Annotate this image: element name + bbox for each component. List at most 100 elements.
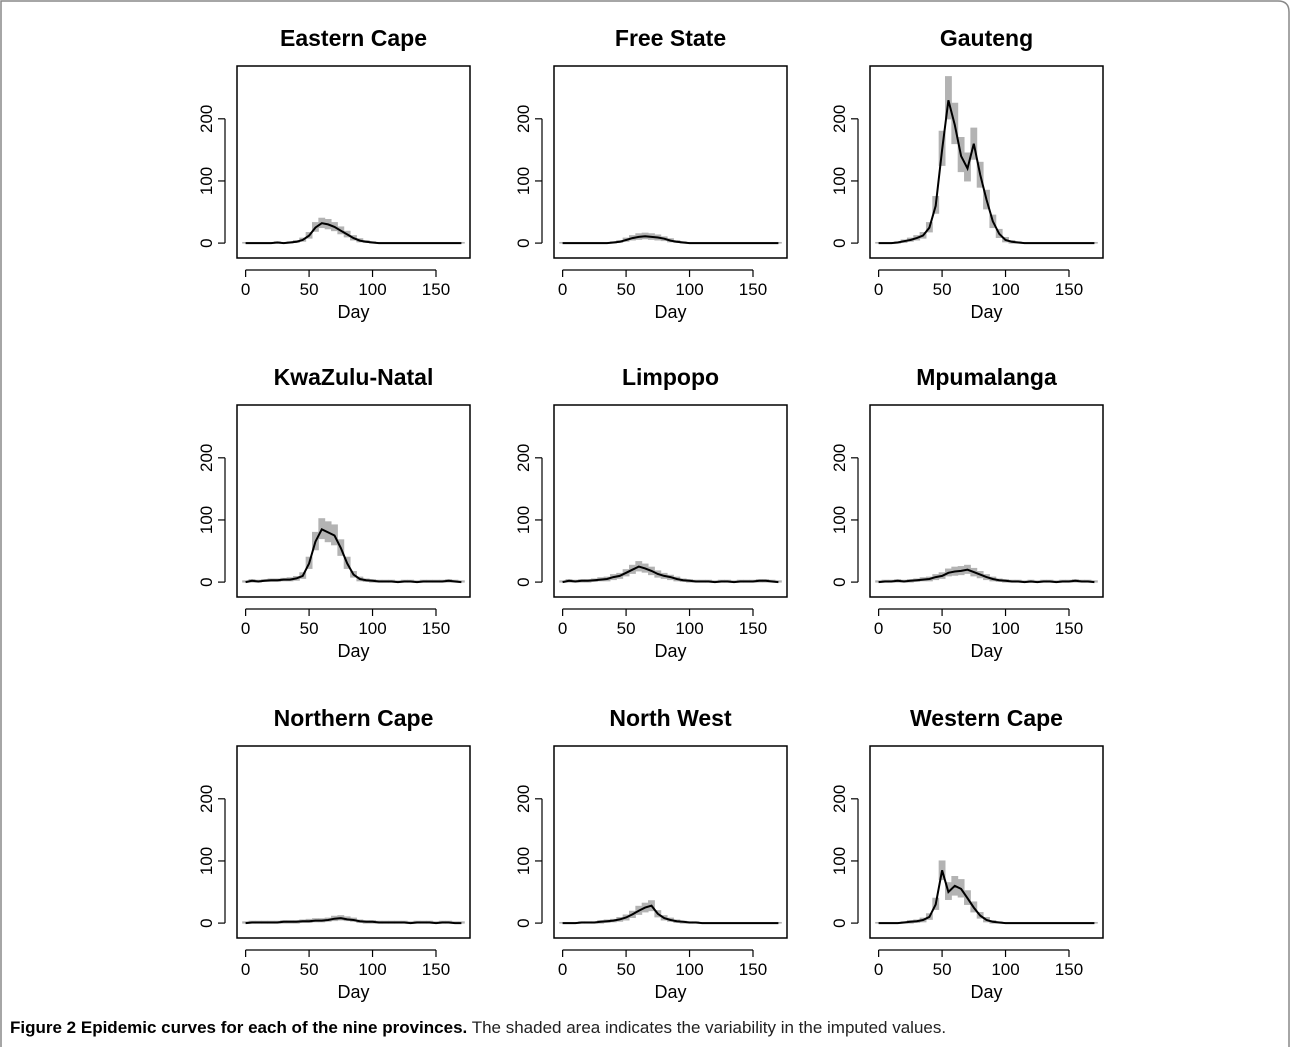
y-tick-label: 100 xyxy=(514,506,533,534)
x-tick-label: 150 xyxy=(1055,619,1083,638)
x-tick-label: 50 xyxy=(617,280,636,299)
panel: KwaZulu-Natal Day 0 50 100 150 0 100 200 xyxy=(197,364,471,661)
x-tick-label: 100 xyxy=(675,960,703,979)
x-tick-label: 50 xyxy=(300,280,319,299)
x-tick-label: 50 xyxy=(933,960,952,979)
panel: Gauteng Day 0 50 100 150 0 100 200 xyxy=(830,25,1104,322)
x-axis-label: Day xyxy=(970,982,1002,1002)
x-tick-label: 150 xyxy=(422,960,450,979)
x-tick-label: 50 xyxy=(300,960,319,979)
plot-area xyxy=(559,561,782,584)
epidemic-curve xyxy=(562,235,779,245)
epidemic-curve xyxy=(878,870,1095,925)
x-axis-label: Day xyxy=(970,641,1002,661)
y-tick-label: 200 xyxy=(830,785,849,813)
caption-label: Figure 2 xyxy=(10,1018,77,1037)
plot-frame xyxy=(869,745,1104,939)
y-tick-label: 200 xyxy=(197,444,216,472)
panel: Eastern Cape Day 0 50 100 150 0 100 200 xyxy=(197,25,471,322)
x-tick-label: 100 xyxy=(358,619,386,638)
x-tick-label: 100 xyxy=(675,280,703,299)
x-tick-label: 100 xyxy=(991,619,1019,638)
caption-title: Epidemic curves for each of the nine pro… xyxy=(80,1018,468,1037)
x-axis-label: Day xyxy=(337,302,369,322)
y-tick-label: 200 xyxy=(514,785,533,813)
panel-title: Northern Cape xyxy=(274,705,434,731)
y-tick-label: 200 xyxy=(197,785,216,813)
y-tick-label: 0 xyxy=(197,238,216,247)
x-tick-label: 100 xyxy=(675,619,703,638)
x-tick-label: 100 xyxy=(991,280,1019,299)
x-axis-label: Day xyxy=(654,641,686,661)
x-tick-label: 0 xyxy=(241,619,250,638)
y-tick-label: 100 xyxy=(514,847,533,875)
epidemic-curve xyxy=(245,917,462,925)
x-tick-label: 150 xyxy=(422,280,450,299)
plot-area xyxy=(242,915,465,925)
y-tick-label: 100 xyxy=(514,167,533,195)
x-tick-label: 150 xyxy=(739,280,767,299)
panel-title: KwaZulu-Natal xyxy=(274,364,434,390)
x-tick-label: 0 xyxy=(874,960,883,979)
plot-area xyxy=(559,900,782,925)
y-tick-label: 200 xyxy=(197,105,216,133)
y-tick-label: 100 xyxy=(830,167,849,195)
x-tick-label: 100 xyxy=(358,280,386,299)
plot-frame xyxy=(236,65,471,259)
y-tick-label: 0 xyxy=(197,577,216,586)
panel-title: North West xyxy=(609,705,732,731)
x-tick-label: 150 xyxy=(739,960,767,979)
panel-title: Eastern Cape xyxy=(280,25,427,51)
y-tick-label: 100 xyxy=(830,847,849,875)
plot-area xyxy=(242,217,465,245)
x-tick-label: 150 xyxy=(422,619,450,638)
x-tick-label: 0 xyxy=(558,960,567,979)
plot-frame xyxy=(236,404,471,598)
plot-area xyxy=(875,564,1098,584)
y-tick-label: 100 xyxy=(197,506,216,534)
panel-title: Free State xyxy=(615,25,726,51)
x-tick-label: 0 xyxy=(874,619,883,638)
x-tick-label: 50 xyxy=(617,960,636,979)
x-axis-label: Day xyxy=(337,641,369,661)
y-tick-label: 0 xyxy=(830,577,849,586)
panel: Northern Cape Day 0 50 100 150 0 100 200 xyxy=(197,705,471,1002)
plot-frame xyxy=(553,404,788,598)
x-tick-label: 150 xyxy=(1055,960,1083,979)
y-tick-label: 100 xyxy=(197,167,216,195)
epidemic-curve xyxy=(562,565,779,584)
y-tick-label: 100 xyxy=(197,847,216,875)
plot-area xyxy=(242,518,465,584)
y-tick-label: 0 xyxy=(197,918,216,927)
y-tick-label: 200 xyxy=(514,444,533,472)
caption-text: The shaded area indicates the variabilit… xyxy=(471,1018,947,1037)
x-tick-label: 0 xyxy=(874,280,883,299)
x-tick-label: 100 xyxy=(358,960,386,979)
panel: Free State Day 0 50 100 150 0 100 200 xyxy=(514,25,788,322)
x-tick-label: 0 xyxy=(241,280,250,299)
plot-frame xyxy=(236,745,471,939)
panel: North West Day 0 50 100 150 0 100 200 xyxy=(514,705,788,1002)
x-tick-label: 100 xyxy=(991,960,1019,979)
plot-frame xyxy=(869,404,1104,598)
x-tick-label: 0 xyxy=(241,960,250,979)
epidemic-curve xyxy=(245,527,462,584)
x-tick-label: 50 xyxy=(933,280,952,299)
x-tick-label: 50 xyxy=(617,619,636,638)
panel: Mpumalanga Day 0 50 100 150 0 100 200 xyxy=(830,364,1104,661)
plot-area xyxy=(875,860,1098,925)
plot-frame xyxy=(553,745,788,939)
panel-title: Limpopo xyxy=(622,364,719,390)
x-tick-label: 50 xyxy=(933,619,952,638)
x-axis-label: Day xyxy=(654,982,686,1002)
x-tick-label: 50 xyxy=(300,619,319,638)
y-tick-label: 200 xyxy=(830,444,849,472)
epidemic-curve xyxy=(878,568,1095,584)
x-axis-label: Day xyxy=(970,302,1002,322)
epidemic-curve xyxy=(562,904,779,925)
panel: Limpopo Day 0 50 100 150 0 100 200 xyxy=(514,364,788,661)
panel: Western Cape Day 0 50 100 150 0 100 200 xyxy=(830,705,1104,1002)
y-tick-label: 200 xyxy=(830,105,849,133)
